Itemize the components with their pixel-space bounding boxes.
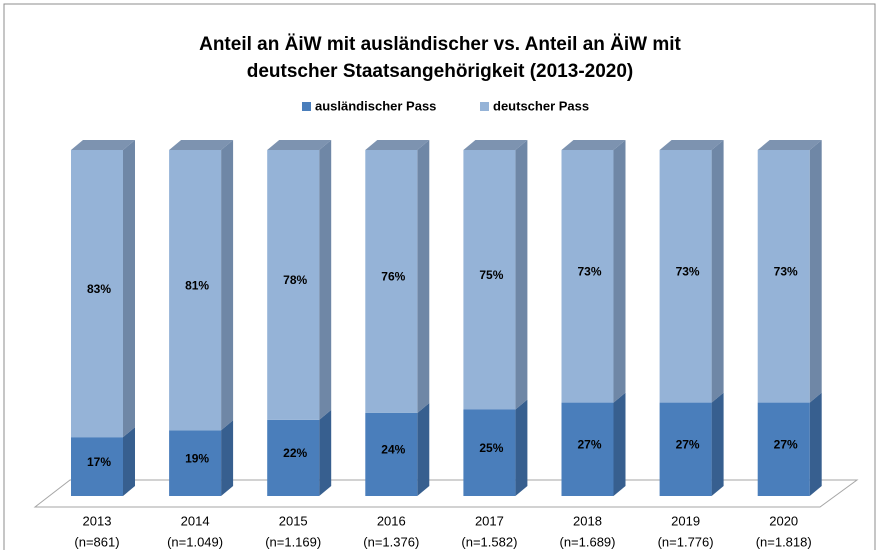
- x-tick-label: 2020: [769, 513, 798, 528]
- x-tick-label: 2017: [475, 513, 504, 528]
- bar: [267, 150, 320, 420]
- x-tick-label: 2016: [377, 513, 406, 528]
- value-label: 25%: [479, 441, 503, 455]
- value-label: 75%: [479, 268, 503, 282]
- x-tick-label: 2013: [83, 513, 112, 528]
- value-label: 27%: [676, 437, 700, 451]
- x-tick-note: (n=861): [74, 534, 119, 549]
- bar-side: [711, 140, 724, 403]
- chart-frame: [3, 3, 876, 550]
- floor: [33, 479, 859, 508]
- bar: [169, 430, 222, 496]
- x-tick-note: (n=1.169): [265, 534, 321, 549]
- value-label: 73%: [577, 264, 601, 278]
- bar: [267, 419, 320, 496]
- x-tick-label: 2018: [573, 513, 602, 528]
- bar-side: [613, 392, 626, 496]
- bar: [659, 150, 712, 403]
- bar-top: [71, 140, 135, 150]
- value-label: 22%: [283, 446, 307, 460]
- bar-side: [221, 140, 234, 431]
- bar: [757, 402, 810, 496]
- bar: [463, 409, 516, 496]
- bar-top: [757, 140, 822, 150]
- bar: [169, 150, 222, 431]
- bar-top: [169, 140, 234, 150]
- bar: [463, 150, 516, 410]
- bar: [365, 412, 418, 496]
- legend-swatch: [302, 102, 311, 111]
- chart-title: Anteil an ÄiW mit ausländischer vs. Ante…: [199, 34, 681, 55]
- bar-side: [123, 140, 135, 438]
- bar: [659, 402, 712, 496]
- bar: [365, 150, 418, 413]
- value-label: 83%: [87, 282, 111, 296]
- value-label: 81%: [185, 278, 209, 292]
- bar: [561, 150, 614, 403]
- bar-top: [561, 140, 626, 150]
- bar-side: [221, 420, 234, 496]
- bar-top: [463, 140, 528, 150]
- x-tick-note: (n=1.049): [167, 534, 223, 549]
- value-label: 27%: [577, 437, 601, 451]
- value-label: 17%: [87, 455, 111, 469]
- bar: [71, 150, 123, 438]
- bar-top: [365, 140, 430, 150]
- bar-top: [267, 140, 332, 150]
- bar-side: [417, 140, 430, 413]
- bar-side: [123, 427, 135, 496]
- legend-label: ausländischer Pass: [315, 98, 436, 113]
- x-tick-label: 2015: [279, 513, 308, 528]
- x-tick-note: (n=1.776): [658, 534, 714, 549]
- bar-side: [417, 402, 430, 496]
- bar-side: [809, 392, 822, 496]
- bar-side: [319, 409, 332, 496]
- value-label: 76%: [381, 270, 405, 284]
- bar: [561, 402, 614, 496]
- value-label: 27%: [774, 437, 798, 451]
- value-label: 24%: [381, 443, 405, 457]
- x-tick-note: (n=1.582): [461, 534, 517, 549]
- x-tick-label: 2019: [671, 513, 700, 528]
- legend-swatch: [480, 102, 489, 111]
- value-label: 19%: [185, 451, 209, 465]
- bar-side: [515, 140, 528, 410]
- x-tick-note: (n=1.376): [363, 534, 419, 549]
- bar: [757, 150, 810, 403]
- bar-side: [319, 140, 332, 420]
- bar-side: [515, 399, 528, 496]
- value-label: 73%: [774, 264, 798, 278]
- bar-top: [659, 140, 724, 150]
- bar-side: [809, 140, 822, 403]
- value-label: 78%: [283, 273, 307, 287]
- x-tick-note: (n=1.818): [756, 534, 812, 549]
- x-tick-note: (n=1.689): [559, 534, 615, 549]
- x-tick-label: 2014: [181, 513, 210, 528]
- bar-side: [711, 392, 724, 496]
- chart-title: deutscher Staatsangehörigkeit (2013-2020…: [247, 61, 634, 82]
- bar-side: [613, 140, 626, 403]
- legend-label: deutscher Pass: [493, 98, 589, 113]
- bar: [71, 437, 123, 496]
- value-label: 73%: [676, 264, 700, 278]
